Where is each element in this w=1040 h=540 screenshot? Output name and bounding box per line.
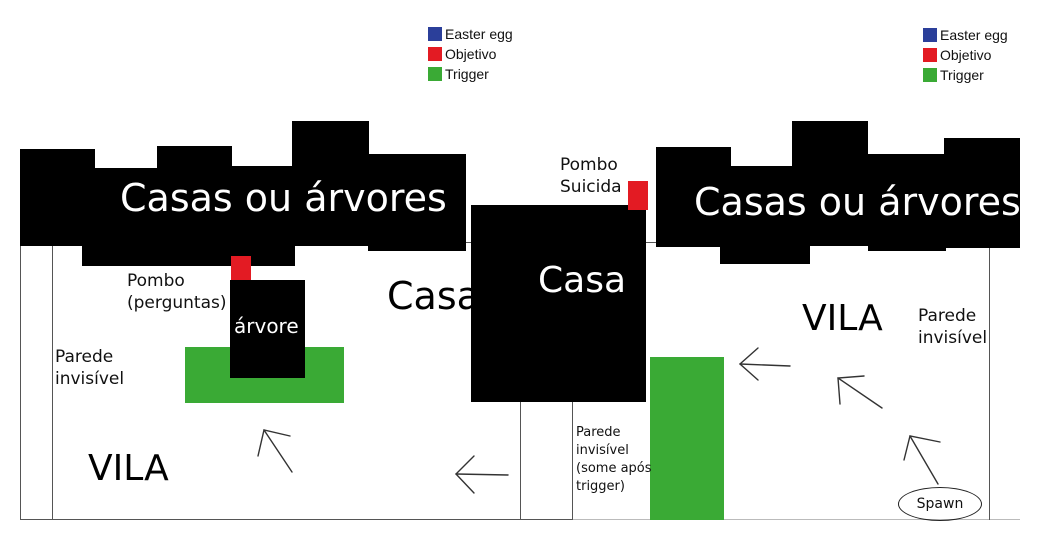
casa-block: [471, 205, 646, 402]
arrow-icon: [257, 429, 293, 473]
spawn-label: Spawn: [916, 496, 964, 512]
objective-marker-pombo-perguntas: [231, 256, 251, 280]
arvore-label: árvore: [234, 314, 299, 338]
easter-egg-swatch: [428, 27, 442, 41]
pombo-suicida-label: Pombo Suicida: [560, 155, 622, 197]
legend-top-center: Easter egg Objetivo Trigger: [428, 24, 513, 84]
spawn-marker: Spawn: [898, 487, 982, 521]
arrow-icon: [837, 375, 883, 409]
casa-outline-label: Casa: [387, 274, 480, 318]
parede-right-label: Parede invisível: [918, 306, 988, 348]
easter-egg-swatch: [923, 28, 937, 42]
objective-swatch: [923, 48, 937, 62]
trigger-swatch: [428, 67, 442, 81]
legend-label: Easter egg: [445, 26, 513, 42]
parede-mid-label: Parede invisível (some após trigger): [576, 425, 652, 494]
objective-marker-pombo-suicida: [628, 181, 648, 210]
invisible-wall-mid-left: [520, 402, 521, 520]
trigger-zone-path: [650, 357, 724, 520]
arvore-block: [230, 280, 305, 378]
legend-label: Trigger: [940, 67, 984, 83]
arrow-icon: [738, 347, 791, 381]
trigger-swatch: [923, 68, 937, 82]
map-bottom-border-right: [572, 519, 1020, 520]
legend-top-right: Easter egg Objetivo Trigger: [923, 25, 1008, 85]
objective-swatch: [428, 47, 442, 61]
legend-label: Trigger: [445, 66, 489, 82]
legend-label: Objetivo: [445, 46, 497, 62]
arrow-icon: [455, 455, 509, 494]
casas-right-label: Casas ou árvores: [694, 180, 1021, 224]
pombo-perguntas-label: Pombo (perguntas): [127, 271, 227, 313]
invisible-wall-right: [989, 242, 990, 520]
map-left-border: [20, 242, 21, 520]
casas-left-label: Casas ou árvores: [120, 176, 447, 220]
map-bottom-border-left: [20, 519, 572, 520]
vila-right-label: VILA: [802, 298, 883, 339]
vila-left-label: VILA: [88, 448, 169, 489]
legend-label: Easter egg: [940, 27, 1008, 43]
casa-block-label: Casa: [538, 260, 627, 301]
invisible-wall-left: [52, 242, 53, 520]
invisible-wall-mid-right: [572, 402, 573, 520]
parede-left-label: Parede invisível: [55, 347, 125, 389]
legend-label: Objetivo: [940, 47, 992, 63]
arrow-icon: [903, 435, 941, 485]
